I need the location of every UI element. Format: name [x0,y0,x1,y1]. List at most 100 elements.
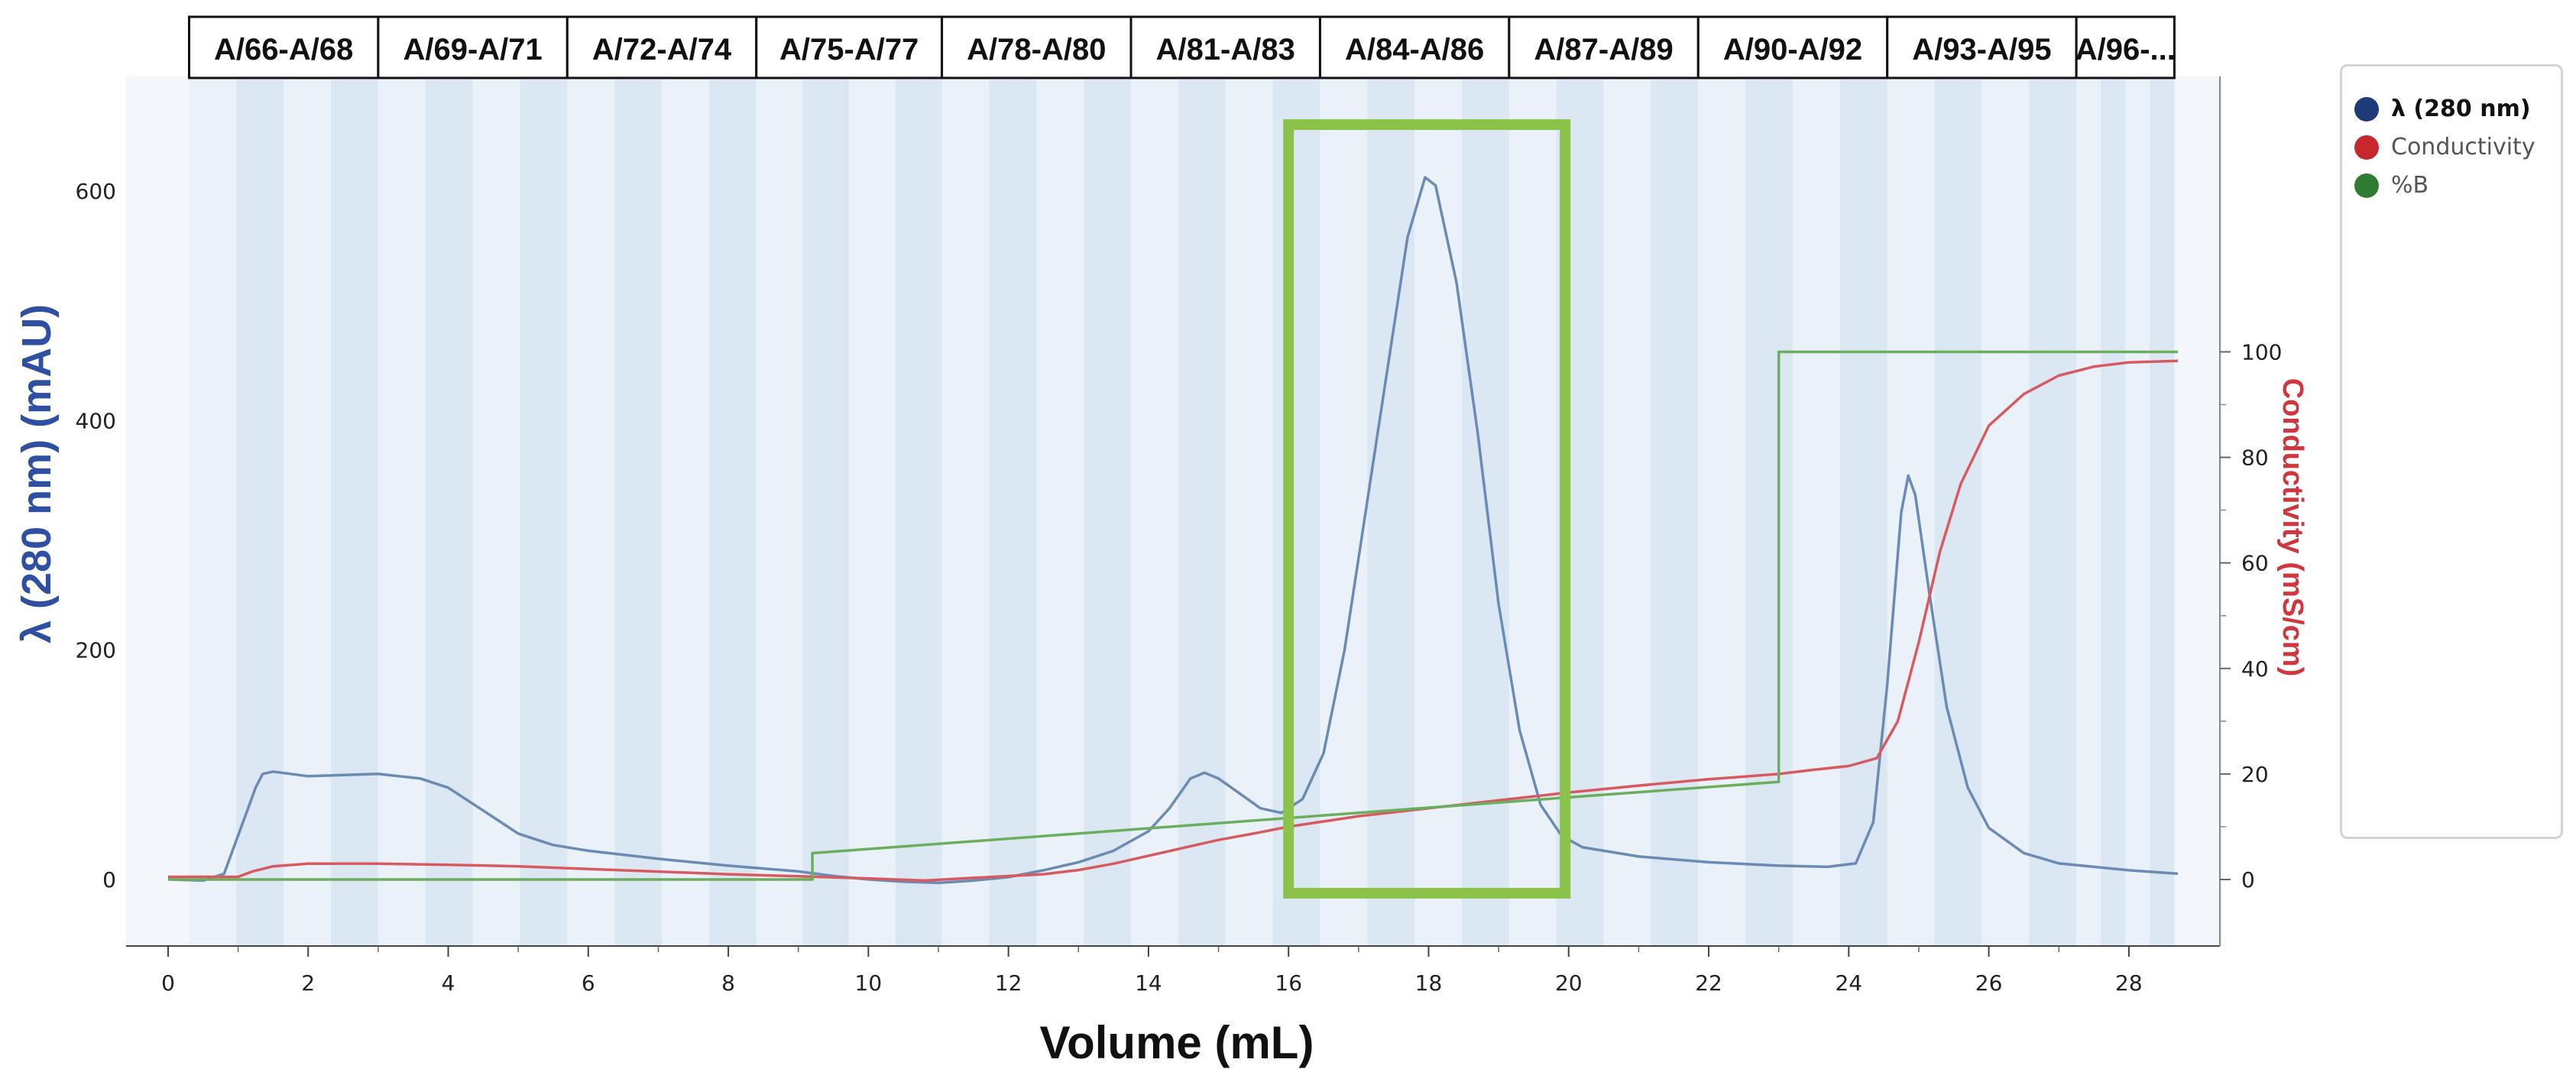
fraction-label-box [755,15,944,79]
fraction-band [756,76,803,946]
fraction-band [377,76,426,946]
fraction-label: A/75-A/77 [779,33,919,66]
percent-b-line [168,350,2178,881]
x-tick-label: 2 [301,970,315,996]
x-tick-label: 12 [995,970,1022,996]
fraction-band [1793,76,1840,946]
fraction-label-box [565,15,758,79]
x-axis: 0 2 4 6 8 10 12 14 16 18 20 22 24 26 28 [161,946,2143,996]
fraction-band [472,76,520,946]
fraction-band [1651,76,1699,946]
fraction-label-box [1318,15,1511,79]
fraction-band [236,76,284,946]
fraction-band [1462,76,1509,946]
x-tick-label: 20 [1555,970,1583,996]
x-tick-label: 6 [582,970,595,996]
fraction-band [331,76,378,946]
fraction-band [1225,76,1273,946]
y-axis-right: 0 20 40 60 80 100 [2220,339,2282,892]
fraction-band [2076,76,2101,946]
x-tick-label: 14 [1135,970,1162,996]
fraction-label-box [1886,15,2078,79]
x-tick-label: 22 [1695,970,1722,996]
fraction-label: A/93-A/95 [1912,33,2051,66]
fraction-band [1131,76,1178,946]
legend-item-percent-b[interactable]: %B [2354,172,2429,199]
fraction-band [1414,76,1463,946]
fraction-label: A/66-A/68 [214,33,353,66]
legend-conductivity-dot-icon [2354,134,2379,160]
fraction-band [1839,76,1887,946]
legend-item-absorbance[interactable]: λ (280 nm) [2354,96,2531,122]
fraction-band [1320,76,1368,946]
y-right-tick-label: 0 [2241,867,2255,892]
legend: λ (280 nm) Conductivity %B [2340,64,2563,839]
fraction-band [1745,76,1793,946]
y-right-tick-label: 20 [2241,762,2269,787]
fraction-label-box [377,15,569,79]
y-axis-left: 0 200 400 600 [76,179,116,892]
fraction-band [1367,76,1415,946]
fraction-band [284,76,332,946]
fraction-label: A/81-A/83 [1156,33,1295,66]
y-axis-left-title: λ (280 nm) (mAU) [14,304,60,643]
legend-percent-b-label: %B [2391,172,2429,199]
y-right-tick-label: 80 [2241,445,2269,471]
y-right-tick-label: 60 [2241,551,2269,576]
x-tick-label: 4 [442,970,455,996]
fraction-band [1934,76,1982,946]
fraction-label: A/87-A/89 [1534,33,1673,66]
series-lines [167,176,2179,885]
fraction-band [1178,76,1226,946]
fraction-label: A/72-A/74 [592,33,732,66]
legend-item-conductivity[interactable]: Conductivity [2354,134,2535,160]
fraction-band [1887,76,1935,946]
fraction-band [2101,76,2126,946]
fraction-band [989,76,1037,946]
x-tick-label: 28 [2115,970,2143,996]
fraction-label-box [1508,15,1700,79]
x-axis-title: Volume (mL) [1040,1017,1314,1068]
x-tick-label: 18 [1415,970,1443,996]
highlight-box [1283,119,1571,899]
x-tick-label: 10 [855,970,883,996]
y-right-tick-label: 100 [2241,339,2282,364]
fraction-band [1698,76,1746,946]
fraction-band [895,76,942,946]
y-left-tick-label: 400 [76,408,116,433]
fraction-label-box [941,15,1132,79]
fraction-label-box [1696,15,1889,79]
x-tick-label: 24 [1835,970,1862,996]
fraction-header: A/66-A/68 A/69-A/71 A/72-A/74 A/75-A/77 A/78… [176,9,2224,79]
y-right-tick-label: 40 [2241,656,2269,682]
fraction-label: A/78-A/80 [967,33,1106,66]
x-tick-label: 26 [1975,970,2003,996]
conductivity-line [168,359,2179,883]
x-tick-label: 8 [721,970,735,996]
fraction-band [1084,76,1132,946]
fraction-band [2125,76,2150,946]
legend-absorbance-label: λ (280 nm) [2391,96,2531,122]
y-left-tick-label: 200 [76,638,116,663]
fraction-label: A/90-A/92 [1723,33,1862,66]
fraction-band [708,76,757,946]
fraction-band [1272,76,1320,946]
fraction-band [849,76,896,946]
fraction-band [2029,76,2077,946]
legend-absorbance-dot-icon [2354,96,2379,121]
fraction-label: A/96-... [2075,33,2176,66]
fraction-band [425,76,473,946]
y-left-tick-label: 0 [102,867,116,892]
x-tick-label: 0 [161,970,175,996]
fraction-band [1981,76,2030,946]
fraction-band [941,76,990,946]
fraction-band [662,76,709,946]
fraction-band [1603,76,1651,946]
fraction-band [567,76,615,946]
fraction-band [520,76,568,946]
fraction-band [189,76,237,946]
fraction-band [802,76,850,946]
legend-percent-b-dot-icon [2354,173,2379,198]
y-axis-right-title: Conductivity (mS/cm) [2276,378,2309,677]
